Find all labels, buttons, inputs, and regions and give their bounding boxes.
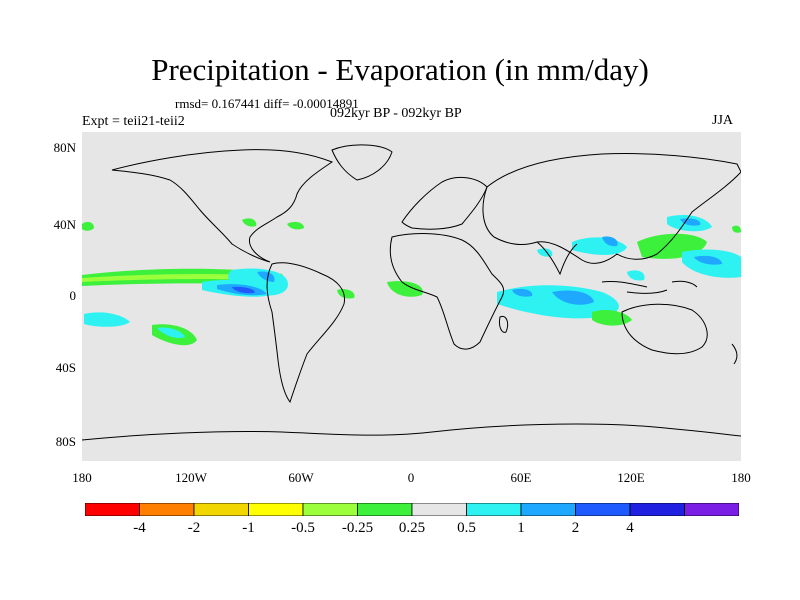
lat-tick-label: 80S	[55, 434, 76, 449]
field-patch	[337, 289, 355, 299]
colorbar-box	[193, 503, 249, 516]
coast-antarctica	[82, 423, 741, 441]
colorbar-box	[575, 503, 631, 516]
field-patch	[680, 218, 701, 226]
colorbar	[85, 503, 739, 516]
coast-south-america	[266, 262, 346, 404]
lat-tick-label: 0	[69, 288, 77, 303]
colorbar-box	[520, 503, 576, 516]
field-patch	[732, 225, 741, 233]
coast-australia	[621, 303, 708, 355]
colorbar-label: -4	[133, 520, 146, 536]
coast-asia	[482, 153, 741, 264]
lon-tick-label: 60E	[510, 470, 532, 485]
colorbar-box	[684, 503, 739, 516]
coast-india	[536, 241, 578, 276]
colorbar-label: 2	[571, 520, 580, 536]
lon-tick-label: 180	[72, 470, 92, 485]
lat-tick-label: 40S	[55, 360, 76, 375]
colorbar-box	[411, 503, 467, 516]
experiment-label: Expt = teii21-teii2	[82, 114, 185, 129]
colorbar-box	[466, 503, 522, 516]
coast-new-zealand	[731, 343, 738, 365]
colorbar-label: 0.5	[457, 520, 476, 536]
field-patch	[552, 290, 594, 305]
coast-africa	[389, 233, 505, 350]
coastlines	[82, 144, 741, 441]
colorbar-label: -0.5	[291, 520, 315, 536]
colorbar-label: 0.25	[398, 520, 426, 536]
field-patch	[627, 270, 645, 281]
lon-tick-label: 60W	[288, 470, 314, 485]
colorbar-box	[629, 503, 685, 516]
colorbar-label: -0.25	[341, 520, 374, 536]
field-patch	[694, 255, 722, 265]
field-patch	[82, 274, 263, 282]
coast-north-america	[111, 149, 334, 263]
season-label: JJA	[712, 113, 734, 128]
lon-tick-label: 120W	[175, 470, 207, 485]
colorbar-box	[302, 503, 358, 516]
field-patch	[84, 312, 130, 327]
colorbar-box	[139, 503, 195, 516]
lon-tick-label: 120E	[617, 470, 645, 485]
field-patch	[242, 218, 257, 227]
colorbar-box	[85, 503, 140, 516]
world-map	[82, 132, 741, 461]
lat-tick-label: 40N	[53, 217, 76, 232]
colorbar-box	[248, 503, 304, 516]
colorbar-label: 4	[626, 520, 634, 536]
colorbar-box	[357, 503, 413, 516]
field-patch	[287, 221, 304, 230]
coast-greenland	[331, 144, 393, 181]
anomaly-fields	[82, 215, 741, 346]
colorbar-label: -2	[187, 520, 201, 536]
colorbar-label: -1	[242, 520, 255, 536]
field-patch	[602, 236, 618, 247]
field-patch	[82, 221, 94, 231]
coast-europe	[401, 176, 488, 230]
field-patch	[257, 271, 275, 282]
field-patch	[387, 281, 423, 297]
field-patch	[232, 286, 255, 294]
coast-indonesia	[601, 280, 698, 294]
coast-madagascar	[499, 315, 509, 333]
plot-title: Precipitation - Evaporation (in mm/day)	[151, 52, 649, 87]
stats-line: rmsd= 0.167441 diff= -0.00014891	[175, 96, 359, 111]
lon-tick-label: 180	[731, 470, 751, 485]
colorbar-label: 1	[517, 520, 525, 536]
field-patch	[157, 327, 185, 338]
subtitle: 092kyr BP - 092kyr BP	[330, 106, 462, 121]
lat-tick-label: 80N	[53, 140, 76, 155]
field-patch	[512, 288, 533, 297]
lon-tick-label: 0	[407, 470, 415, 485]
